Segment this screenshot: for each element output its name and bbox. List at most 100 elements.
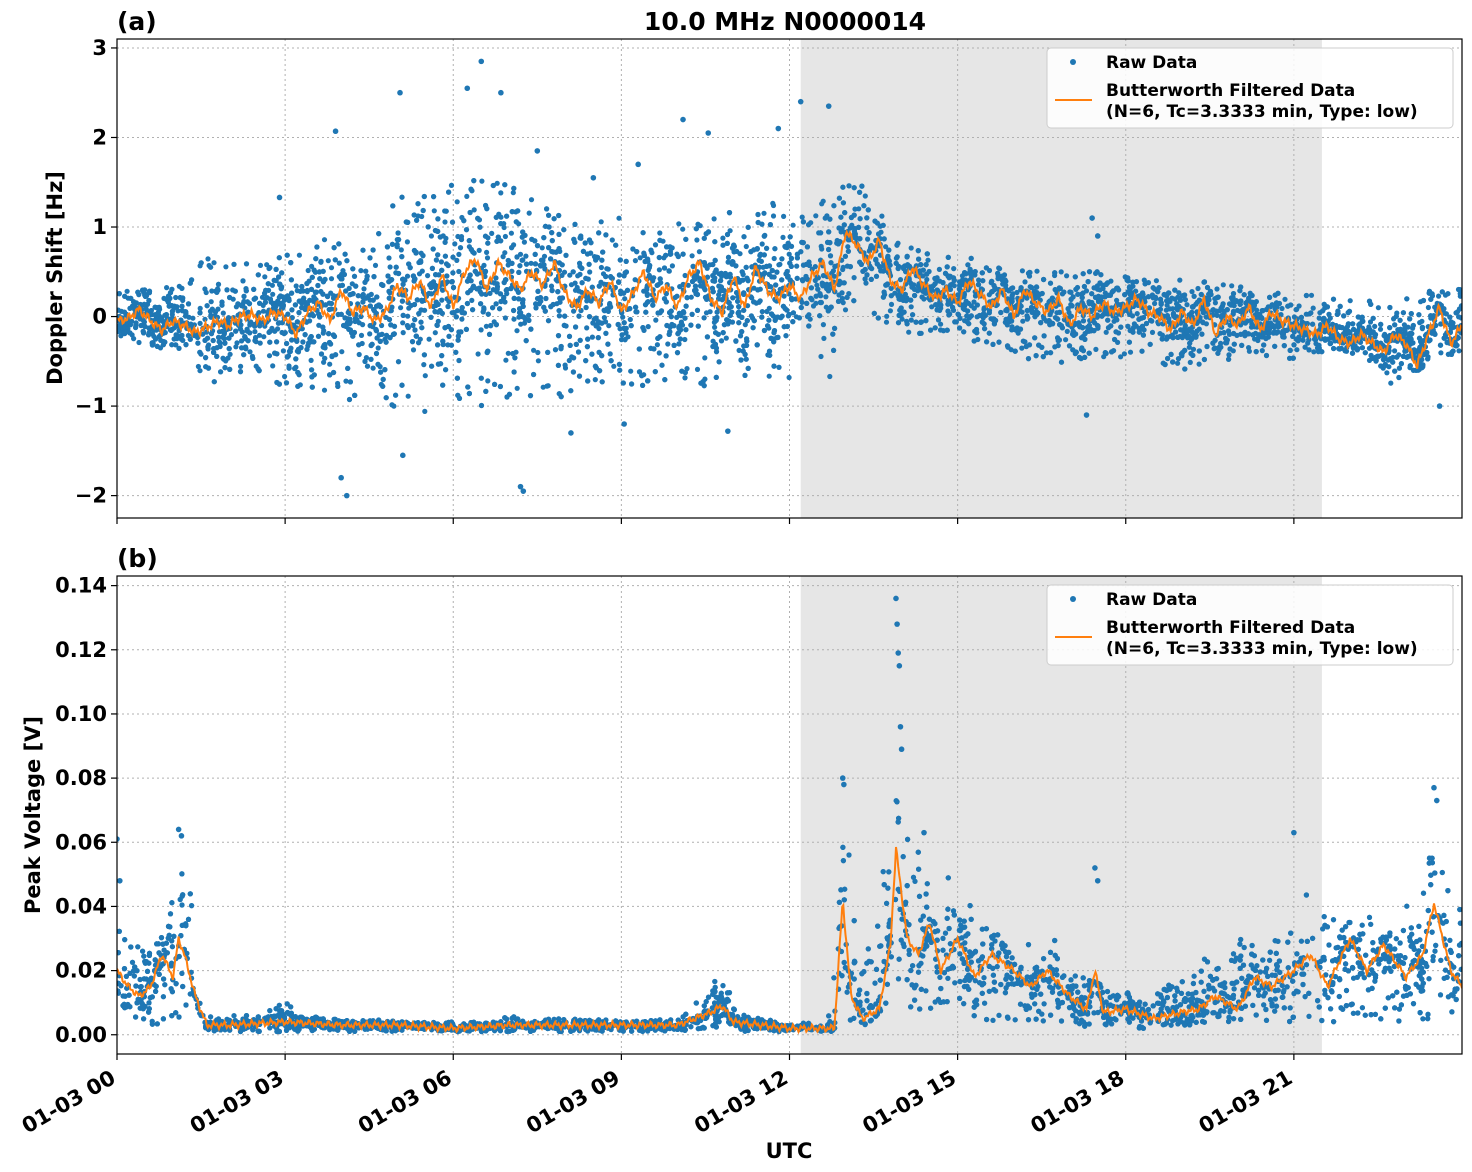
raw-data-point [1456,348,1462,354]
raw-data-point [505,350,511,356]
raw-data-point [998,309,1004,316]
raw-data-point [493,275,499,281]
raw-data-point [759,309,765,315]
raw-data-point [599,353,605,359]
raw-data-point [243,288,249,294]
raw-data-point [394,244,400,250]
raw-data-point [1189,289,1195,295]
raw-data-point [664,322,670,329]
raw-data-point [124,288,130,294]
raw-data-point [888,301,895,307]
raw-data-point [579,280,585,286]
raw-data-point [1148,317,1154,323]
raw-data-point [767,222,774,228]
raw-data-point [1089,291,1095,297]
raw-data-point [293,283,299,289]
raw-data-point [1214,312,1220,318]
raw-data-point [1273,330,1280,336]
raw-data-point [485,240,491,246]
raw-data-point [1341,313,1347,319]
raw-data-point [820,198,826,204]
raw-data-point [311,267,317,273]
raw-data-point [541,253,548,259]
raw-data-point [1190,346,1197,352]
raw-data-point [270,291,276,297]
raw-data-point [1068,289,1074,295]
raw-data-point [1150,295,1156,301]
raw-data-point [395,359,402,365]
raw-data-point [761,233,767,239]
raw-data-point [840,300,846,306]
raw-data-point [820,322,827,328]
raw-data-point [720,235,726,241]
raw-data-point [881,289,887,295]
raw-data-point [823,294,829,300]
raw-data-point [327,361,333,367]
raw-data-point [1149,329,1156,335]
raw-data-point [1367,319,1374,325]
raw-data-point [806,312,812,318]
raw-data-point [1134,311,1140,317]
raw-data-point [662,377,668,383]
raw-data-point [813,213,819,219]
raw-data-point [786,374,792,381]
raw-data-point [819,246,825,252]
raw-data-point [933,302,939,308]
raw-data-point [531,347,537,353]
raw-data-point [806,262,813,268]
raw-data-point [419,213,425,220]
raw-data-point [502,299,508,305]
raw-data-point [740,277,746,283]
raw-data-point [628,323,634,329]
raw-data-point [749,295,755,301]
raw-data-point [674,314,680,320]
raw-data-point [771,363,777,369]
raw-data-point [411,301,418,308]
raw-data-point [387,264,393,270]
raw-data-point [1166,319,1172,325]
raw-data-point [906,329,912,335]
raw-data-point [218,369,224,375]
raw-data-point [285,311,291,317]
raw-data-point [396,270,402,277]
raw-data-point [1019,309,1025,315]
raw-data-point [1227,346,1233,352]
raw-data-point [1127,349,1134,355]
raw-data-point [936,266,943,272]
raw-data-point [851,275,857,281]
raw-data-point [356,351,362,358]
raw-data-point [517,251,524,257]
raw-data-point [567,272,573,278]
raw-data-point [851,298,857,304]
raw-data-point [459,316,465,322]
raw-data-point [836,195,843,201]
raw-data-point [908,245,914,251]
raw-data-point [412,327,418,333]
raw-data-point [678,319,685,325]
raw-data-point [247,349,253,355]
raw-data-point [883,282,889,288]
raw-data-point [908,297,914,303]
raw-data-point [304,287,310,294]
raw-data-point [367,331,373,337]
raw-data-point [771,255,777,262]
raw-data-point [871,310,877,316]
raw-data-point [1390,359,1396,365]
raw-data-point [255,366,261,372]
raw-data-point [742,322,748,328]
raw-data-point [932,275,938,282]
raw-data-point [438,259,444,265]
raw-data-point [548,283,555,289]
raw-data-point [859,183,865,189]
raw-data-point [375,345,381,351]
raw-data-point [1212,300,1218,306]
raw-data-point [675,331,681,337]
raw-data-point [1226,352,1232,358]
raw-data-point [311,372,317,378]
raw-data-point [707,309,713,315]
raw-data-point [566,357,572,364]
raw-data-point [1172,287,1178,293]
raw-data-point [478,402,485,409]
raw-data-point [428,314,434,320]
raw-data-point [494,180,500,186]
